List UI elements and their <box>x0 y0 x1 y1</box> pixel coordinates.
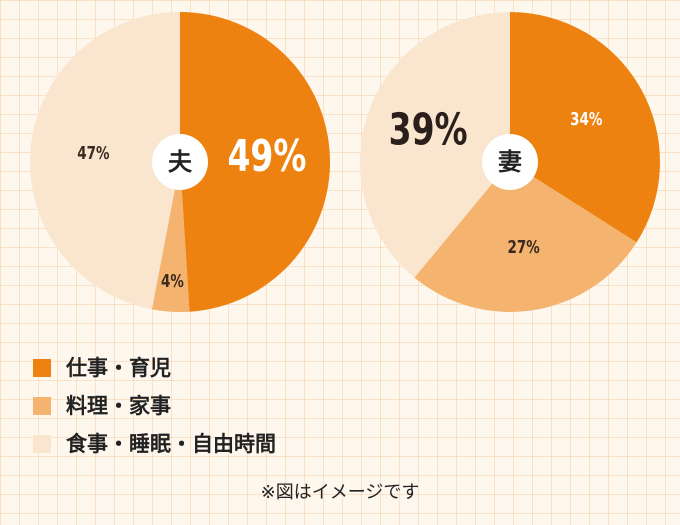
pie-slice <box>29 12 181 310</box>
value-label: 27% <box>507 236 539 257</box>
legend-swatch <box>33 435 51 453</box>
value-label: 47% <box>77 142 109 163</box>
value-label: 4% <box>161 270 184 291</box>
value-label: 39% <box>389 105 468 156</box>
note: ※図はイメージです <box>261 482 420 503</box>
pie-slice <box>151 162 190 312</box>
legend-swatch <box>33 359 51 377</box>
pie-title: 妻 <box>498 148 522 176</box>
pie-title: 夫 <box>168 148 193 176</box>
value-label: 34% <box>570 108 602 129</box>
legend-swatch <box>33 397 51 415</box>
center-circle <box>482 134 538 190</box>
legend-label: 料理・家事 <box>66 394 171 418</box>
pie-slice <box>414 162 637 313</box>
legend-label: 仕事・育児 <box>65 356 171 380</box>
center-circle <box>152 134 208 190</box>
legend-label: 食事・睡眠・自由時間 <box>66 432 276 456</box>
pie-slice <box>360 12 510 278</box>
value-label: 49% <box>227 132 306 183</box>
pie-slice <box>180 12 330 312</box>
pie-slice <box>510 12 660 243</box>
